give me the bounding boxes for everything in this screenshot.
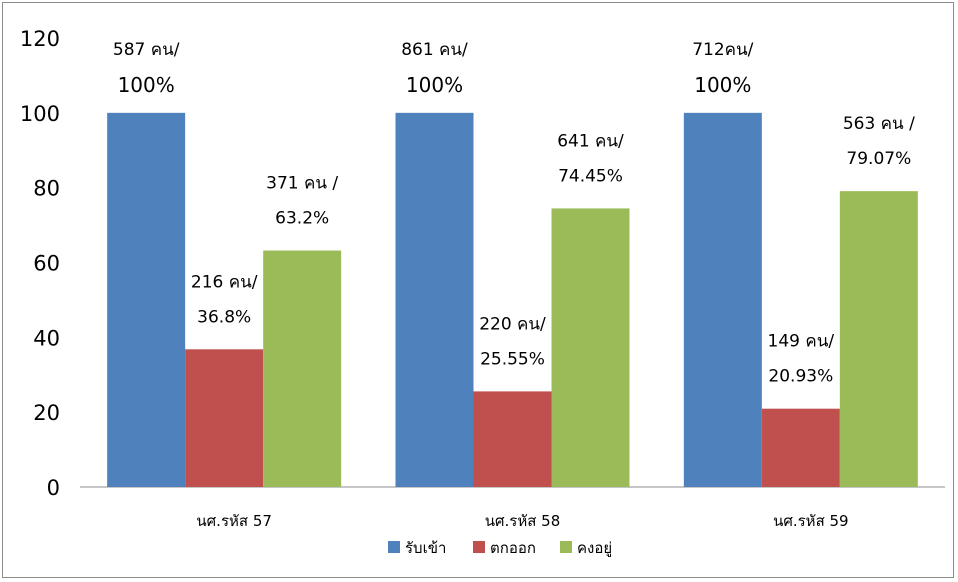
data-label-count: 220 คน/ <box>479 314 546 334</box>
legend-label: คงอยู่ <box>577 539 612 557</box>
y-tick-label: 120 <box>20 27 60 51</box>
x-tick-label: นศ.รหัส 58 <box>485 512 561 530</box>
data-label-percent: 100% <box>118 73 175 97</box>
legend: รับเข้า ตกออก คงอยู่ <box>388 539 612 557</box>
data-label-count: 216 คน/ <box>191 272 258 292</box>
x-tick-label: นศ.รหัส 59 <box>773 512 849 530</box>
data-label-percent: 100% <box>406 73 463 97</box>
legend-swatch <box>473 541 485 553</box>
data-label-percent: 63.2% <box>275 209 329 229</box>
y-axis-ticks: 0 20 40 60 80 100 120 <box>20 27 60 500</box>
bar-retained <box>263 250 342 487</box>
data-label-count: 563 คน / <box>843 114 915 134</box>
y-tick-label: 100 <box>20 102 60 126</box>
data-label-percent: 20.93% <box>768 367 833 387</box>
bar-admitted <box>107 112 186 487</box>
legend-label: รับเข้า <box>405 539 446 557</box>
bar-retained <box>551 208 630 487</box>
x-axis-categories: นศ.รหัส 57 นศ.รหัส 58 นศ.รหัส 59 <box>196 512 848 530</box>
data-label-percent: 74.45% <box>558 166 623 186</box>
y-tick-label: 60 <box>33 252 60 276</box>
bar-admitted <box>683 112 762 487</box>
data-label-count: 861 คน/ <box>401 40 468 60</box>
y-tick-label: 0 <box>47 476 60 500</box>
bar-dropped-out <box>473 391 552 487</box>
data-label-count: 641 คน/ <box>557 131 624 151</box>
bar-dropped-out <box>761 408 840 487</box>
data-label-percent: 79.07% <box>846 149 911 169</box>
data-label-count: 587 คน/ <box>113 40 180 60</box>
y-tick-label: 20 <box>33 401 60 425</box>
legend-swatch <box>560 541 572 553</box>
data-label-percent: 100% <box>694 73 751 97</box>
bar-retained <box>839 191 918 487</box>
bar-dropped-out <box>185 349 264 487</box>
data-labels-group: 587 คน/100% 216 คน/36.8% 371 คน / 63.2% 861 … <box>113 40 915 387</box>
data-label-count: 371 คน / <box>266 174 338 194</box>
data-label-percent: 25.55% <box>480 349 545 369</box>
data-label-count: 712คน/ <box>692 40 753 60</box>
y-tick-label: 40 <box>33 326 60 350</box>
legend-swatch <box>388 541 400 553</box>
data-label-count: 149 คน/ <box>768 332 835 352</box>
data-label-percent: 36.8% <box>197 307 251 327</box>
bars-group <box>107 112 918 487</box>
bar-admitted <box>395 112 474 487</box>
x-tick-label: นศ.รหัส 57 <box>196 512 272 530</box>
y-tick-label: 80 <box>33 177 60 201</box>
legend-label: ตกออก <box>490 539 536 557</box>
